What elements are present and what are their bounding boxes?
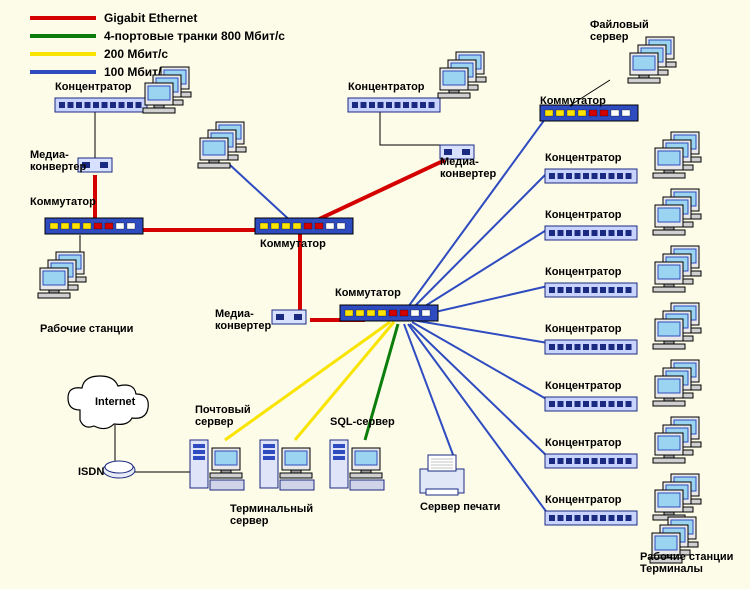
link <box>410 324 548 457</box>
network-diagram: Gigabit Ethernet 4-портовые транки 800 Мб… <box>0 0 750 589</box>
workstation-group-icon <box>653 417 701 463</box>
link <box>404 324 455 460</box>
svg-text:Концентратор: Концентратор <box>545 209 622 221</box>
svg-text:Терминальный: Терминальный <box>230 503 313 515</box>
switch-icon <box>340 305 438 321</box>
switch-icon <box>45 218 143 234</box>
svg-text:Концентратор: Концентратор <box>545 494 622 506</box>
workstation-group-icon <box>198 122 246 168</box>
switch-icon <box>255 218 353 234</box>
hub-icon <box>545 283 637 297</box>
server-icon <box>330 440 384 490</box>
server-icon <box>260 440 314 490</box>
svg-text:Концентратор: Концентратор <box>545 323 622 335</box>
workstation-group-icon <box>653 360 701 406</box>
svg-text:Internet: Internet <box>95 396 136 408</box>
svg-text:сервер: сервер <box>195 416 234 428</box>
svg-text:Gigabit Ethernet: Gigabit Ethernet <box>104 11 197 25</box>
link <box>130 450 190 472</box>
svg-text:Концентратор: Концентратор <box>55 81 132 93</box>
svg-text:сервер: сервер <box>590 31 629 43</box>
workstation-group-icon <box>653 132 701 178</box>
svg-text:конвертер: конвертер <box>440 168 497 180</box>
svg-text:SQL-сервер: SQL-сервер <box>330 416 395 428</box>
svg-text:ISDN: ISDN <box>78 466 104 478</box>
svg-text:Сервер печати: Сервер печати <box>420 501 500 513</box>
svg-text:конвертер: конвертер <box>215 320 272 332</box>
link <box>412 320 548 343</box>
svg-text:Концентратор: Концентратор <box>545 266 622 278</box>
svg-text:конвертер: конвертер <box>30 161 87 173</box>
workstation-group-icon <box>653 189 701 235</box>
workstation-group-icon <box>653 303 701 349</box>
svg-text:Рабочие станции: Рабочие станции <box>40 323 133 335</box>
svg-text:Рабочие станции: Рабочие станции <box>640 551 733 563</box>
workstation-group-icon <box>438 52 486 98</box>
svg-text:4-портовые транки 800 Мбит/с: 4-портовые транки 800 Мбит/с <box>104 29 285 43</box>
printer-icon <box>420 455 464 495</box>
svg-text:Концентратор: Концентратор <box>545 152 622 164</box>
svg-text:Терминалы: Терминалы <box>640 563 703 575</box>
svg-text:Почтовый: Почтовый <box>195 404 251 416</box>
svg-text:Коммутатор: Коммутатор <box>335 287 401 299</box>
hub-icon <box>545 226 637 240</box>
workstation-group-icon <box>38 252 86 298</box>
svg-text:Концентратор: Концентратор <box>545 437 622 449</box>
svg-text:сервер: сервер <box>230 515 269 527</box>
svg-text:Концентратор: Концентратор <box>545 380 622 392</box>
link <box>380 110 447 145</box>
hub-icon <box>55 98 147 112</box>
hub-icon <box>348 98 440 112</box>
hub-icon <box>545 340 637 354</box>
link <box>403 172 548 318</box>
workstation-group-icon <box>653 246 701 292</box>
workstation-group-icon <box>628 37 676 83</box>
svg-text:Коммутатор: Коммутатор <box>540 95 606 107</box>
svg-text:Файловый: Файловый <box>590 19 649 31</box>
server-icon <box>190 440 244 490</box>
hub-icon <box>545 454 637 468</box>
hub-icon <box>545 397 637 411</box>
hub-icon <box>545 511 637 525</box>
svg-text:Коммутатор: Коммутатор <box>260 238 326 250</box>
switch-icon <box>540 105 638 121</box>
svg-text:Концентратор: Концентратор <box>348 81 425 93</box>
svg-text:Медиа-: Медиа- <box>440 156 479 168</box>
link <box>230 165 295 225</box>
media-converter-icon <box>272 310 306 324</box>
svg-text:Коммутатор: Коммутатор <box>30 196 96 208</box>
svg-text:Медиа-: Медиа- <box>30 149 69 161</box>
hub-icon <box>545 169 637 183</box>
link <box>412 322 548 400</box>
isdn-icon <box>103 461 135 478</box>
workstation-group-icon <box>653 474 701 520</box>
svg-text:Медиа-: Медиа- <box>215 308 254 320</box>
svg-text:200 Мбит/с: 200 Мбит/с <box>104 47 168 61</box>
